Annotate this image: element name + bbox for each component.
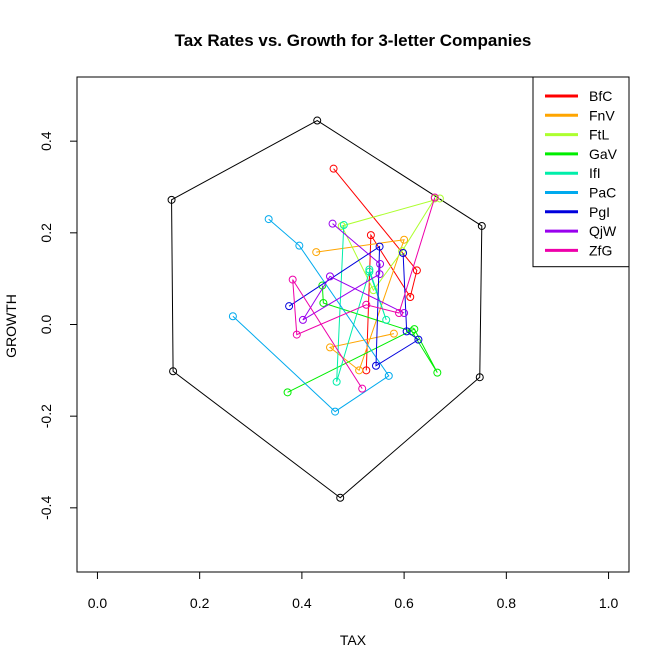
legend-label: FtL <box>589 127 609 143</box>
series-IfI <box>332 221 391 386</box>
data-point <box>399 249 408 257</box>
series-GaV <box>283 281 442 397</box>
data-point <box>326 343 334 352</box>
data-point <box>372 361 380 370</box>
data-point <box>365 267 374 276</box>
series-PgI <box>285 242 423 370</box>
data-point <box>395 309 403 318</box>
data-point <box>400 309 409 318</box>
data-point <box>332 377 341 386</box>
series-line <box>302 223 405 321</box>
data-point <box>312 248 321 257</box>
data-point <box>362 300 371 309</box>
series-line <box>287 285 438 393</box>
data-point <box>366 231 375 240</box>
hexagon-vertex-point <box>475 373 484 382</box>
data-point <box>406 293 415 301</box>
data-point <box>358 384 367 393</box>
data-point <box>329 164 338 173</box>
hexagon-vertex-point <box>167 195 176 204</box>
y-tick-label: -0.4 <box>38 496 54 520</box>
hexagon-line <box>171 119 483 499</box>
data-point <box>375 270 384 279</box>
data-point <box>283 388 292 397</box>
data-point <box>414 335 423 344</box>
y-tick-label: -0.2 <box>38 404 54 428</box>
data-point <box>410 325 419 334</box>
series-PaC <box>228 215 393 416</box>
series-QjW <box>298 219 409 324</box>
x-tick-label: 0.8 <box>497 595 517 611</box>
series-line <box>316 239 405 372</box>
hexagon-vertex-point <box>169 367 178 376</box>
series-FnV <box>312 235 409 375</box>
legend-label: IfI <box>589 165 601 181</box>
series-line <box>232 218 390 413</box>
legend-label: FnV <box>589 107 615 123</box>
data-point <box>319 298 328 307</box>
chart-title: Tax Rates vs. Growth for 3-letter Compan… <box>175 31 532 50</box>
data-point <box>339 221 348 230</box>
hexagon-outline <box>167 116 486 502</box>
y-tick-label: 0.0 <box>38 315 54 335</box>
data-point <box>331 407 340 416</box>
hexagon-vertex-point <box>313 116 322 125</box>
data-point <box>326 272 334 281</box>
series-group <box>228 164 444 416</box>
legend-label: PgI <box>589 204 610 220</box>
legend-label: GaV <box>589 146 618 162</box>
series-line <box>288 245 420 367</box>
data-point <box>288 275 297 284</box>
data-point <box>433 368 442 377</box>
data-point <box>295 241 304 250</box>
x-axis-label: TAX <box>340 632 367 648</box>
data-point <box>369 286 378 295</box>
data-point <box>398 247 407 256</box>
data-point <box>384 371 393 380</box>
x-axis: 0.0 0.2 0.4 0.6 0.8 1.0 <box>88 571 619 611</box>
x-tick-label: 1.0 <box>599 595 619 611</box>
data-point <box>382 315 391 324</box>
data-point <box>292 330 301 339</box>
data-point <box>285 302 294 311</box>
data-point <box>402 327 411 336</box>
legend-label: BfC <box>589 88 612 104</box>
x-tick-label: 0.6 <box>394 595 414 611</box>
hexagon-vertex-point <box>336 493 345 502</box>
data-point <box>389 329 398 338</box>
data-point <box>355 366 364 375</box>
series-line <box>292 197 436 389</box>
data-point <box>365 265 374 274</box>
data-point <box>435 194 444 203</box>
data-point <box>298 315 307 324</box>
series-line <box>336 225 387 382</box>
y-axis-label: GROWTH <box>3 294 19 358</box>
legend: BfC FnV FtL GaV IfI PaC PgI QjW ZfG <box>532 76 630 268</box>
data-point <box>228 312 237 321</box>
series-line <box>341 197 441 292</box>
data-point <box>264 215 273 224</box>
data-point <box>328 219 337 228</box>
x-tick-label: 0.2 <box>190 595 210 611</box>
data-point <box>375 242 384 251</box>
legend-label: PaC <box>589 185 616 201</box>
y-axis: -0.4 -0.2 0.0 0.2 0.4 <box>38 131 78 520</box>
data-point <box>376 260 385 268</box>
hexagon-vertex-point <box>477 221 486 230</box>
series-ZfG <box>288 193 439 393</box>
legend-label: QjW <box>589 223 617 239</box>
legend-label: ZfG <box>589 242 612 258</box>
x-tick-label: 0.0 <box>88 595 108 611</box>
x-tick-label: 0.4 <box>292 595 312 611</box>
data-point <box>412 266 421 275</box>
data-point <box>400 235 409 244</box>
data-point <box>430 193 439 202</box>
y-tick-label: 0.2 <box>38 223 54 243</box>
y-tick-label: 0.4 <box>38 131 54 151</box>
